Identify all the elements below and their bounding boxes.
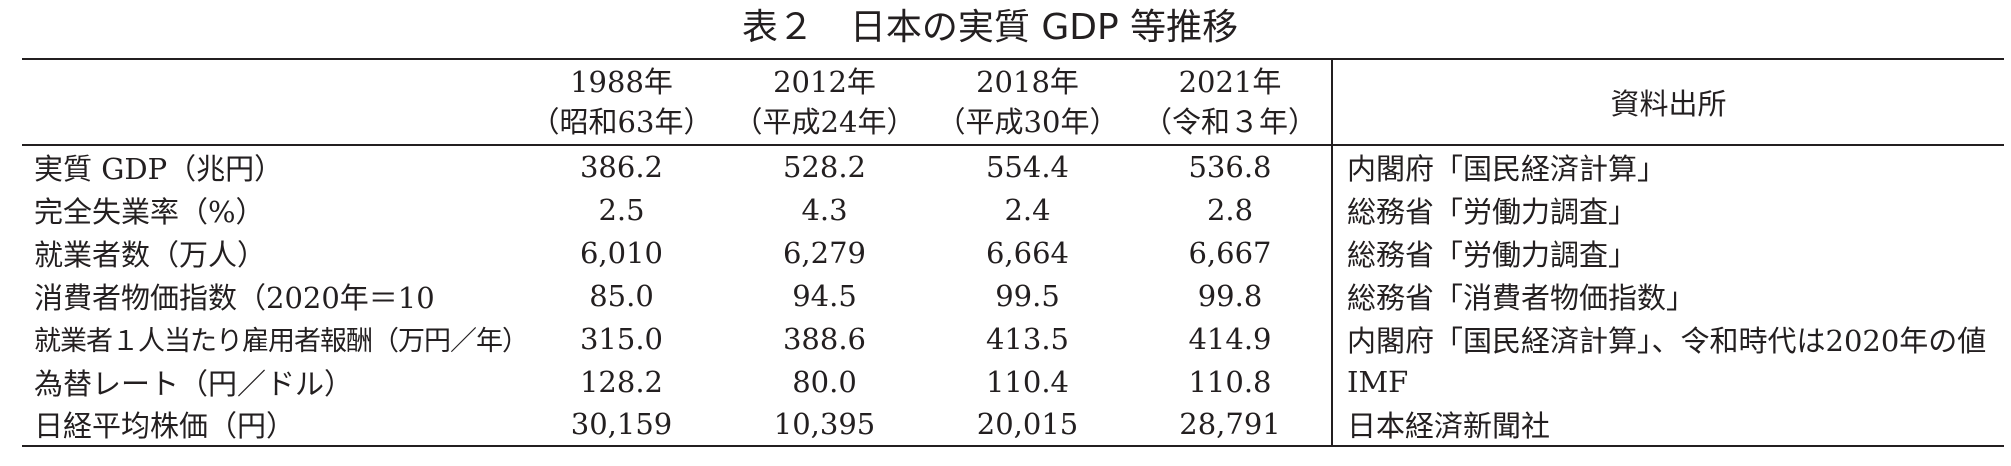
column-header-2021: 2021年 （令和３年）	[1129, 59, 1332, 145]
table-row: 就業者１人当たり雇用者報酬（万円／年） 315.0 388.6 413.5 41…	[22, 317, 2004, 360]
value-cell: 315.0	[579, 321, 664, 356]
value-cell: 110.4	[985, 364, 1070, 399]
row-label: 日経平均株価（円）	[34, 409, 296, 443]
table-row: 完全失業率（%） 2.5 4.3 2.4 2.8 総務省「労働力調査」	[22, 188, 2004, 231]
value-cell: 6,010	[579, 235, 664, 270]
value-cell: 386.2	[579, 150, 664, 184]
gdp-table: 1988年 （昭和63年） 2012年 （平成24年） 2018年 （平成30年…	[22, 58, 2004, 447]
row-label: 就業者数（万人）	[34, 237, 267, 272]
source-cell: 日本経済新聞社	[1331, 403, 2004, 446]
source-cell: 総務省「労働力調査」	[1331, 231, 2004, 274]
table-row: 実質 GDP（兆円） 386.2 528.2 554.4 536.8 内閣府「国…	[22, 145, 2004, 188]
column-era: （令和３年）	[1142, 105, 1317, 139]
value-cell: 85.0	[589, 278, 654, 313]
column-era: （昭和63年）	[530, 105, 713, 139]
value-cell: 2.5	[598, 192, 645, 227]
source-column-header: 資料出所	[1331, 59, 2004, 145]
value-cell: 6,664	[985, 235, 1070, 270]
source-cell: 内閣府「国民経済計算」、令和時代は2020年の値	[1331, 317, 2004, 360]
value-cell: 10,395	[773, 407, 876, 441]
value-cell: 80.0	[792, 364, 857, 399]
value-cell: 2.8	[1206, 192, 1254, 227]
value-cell: 536.8	[1188, 150, 1272, 184]
column-header-2012: 2012年 （平成24年）	[723, 59, 926, 145]
source-cell: 総務省「労働力調査」	[1331, 188, 2004, 231]
column-year: 2018年	[976, 65, 1079, 99]
value-cell: 413.5	[985, 321, 1070, 356]
value-cell: 6,667	[1188, 235, 1272, 270]
value-cell: 99.8	[1197, 278, 1263, 313]
column-era: （平成24年）	[733, 105, 916, 139]
column-era: （平成30年）	[936, 105, 1119, 139]
value-cell: 554.4	[985, 150, 1070, 184]
column-header-2018: 2018年 （平成30年）	[926, 59, 1129, 145]
source-cell: IMF	[1331, 360, 2004, 403]
value-cell: 110.8	[1188, 364, 1272, 399]
row-label: 消費者物価指数（2020年＝10	[34, 280, 435, 315]
header-label-cell	[22, 59, 520, 145]
table-row: 就業者数（万人） 6,010 6,279 6,664 6,667 総務省「労働力…	[22, 231, 2004, 274]
value-cell: 94.5	[792, 278, 857, 313]
value-cell: 2.4	[1004, 192, 1051, 227]
value-cell: 414.9	[1188, 321, 1272, 356]
source-cell: 内閣府「国民経済計算」	[1331, 145, 2004, 188]
value-cell: 388.6	[782, 321, 867, 356]
header-row: 1988年 （昭和63年） 2012年 （平成24年） 2018年 （平成30年…	[22, 59, 2004, 145]
row-label: 完全失業率（%）	[34, 194, 265, 229]
row-label: 実質 GDP（兆円）	[34, 152, 284, 186]
table-title: 表２ 日本の実質 GDP 等推移	[741, 7, 1239, 48]
value-cell: 528.2	[782, 150, 867, 184]
row-label: 就業者１人当たり雇用者報酬（万円／年）	[34, 326, 520, 357]
table-row: 消費者物価指数（2020年＝10 85.0 94.5 99.5 99.8 総務省…	[22, 274, 2004, 317]
value-cell: 28,791	[1179, 407, 1281, 441]
column-header-1988: 1988年 （昭和63年）	[520, 59, 723, 145]
column-year: 1988年	[570, 65, 673, 99]
column-year: 2021年	[1178, 65, 1282, 99]
value-cell: 128.2	[579, 364, 664, 399]
value-cell: 6,279	[782, 235, 867, 270]
source-cell: 総務省「消費者物価指数」	[1331, 274, 2004, 317]
row-label: 為替レート（円／ドル）	[34, 366, 354, 401]
value-cell: 30,159	[570, 407, 673, 441]
value-cell: 99.5	[995, 278, 1060, 313]
value-cell: 20,015	[976, 407, 1079, 441]
table-row: 為替レート（円／ドル） 128.2 80.0 110.4 110.8 IMF	[22, 360, 2004, 403]
column-year: 2012年	[773, 65, 876, 99]
table-row: 日経平均株価（円） 30,159 10,395 20,015 28,791 日本…	[22, 403, 2004, 446]
value-cell: 4.3	[801, 192, 848, 227]
